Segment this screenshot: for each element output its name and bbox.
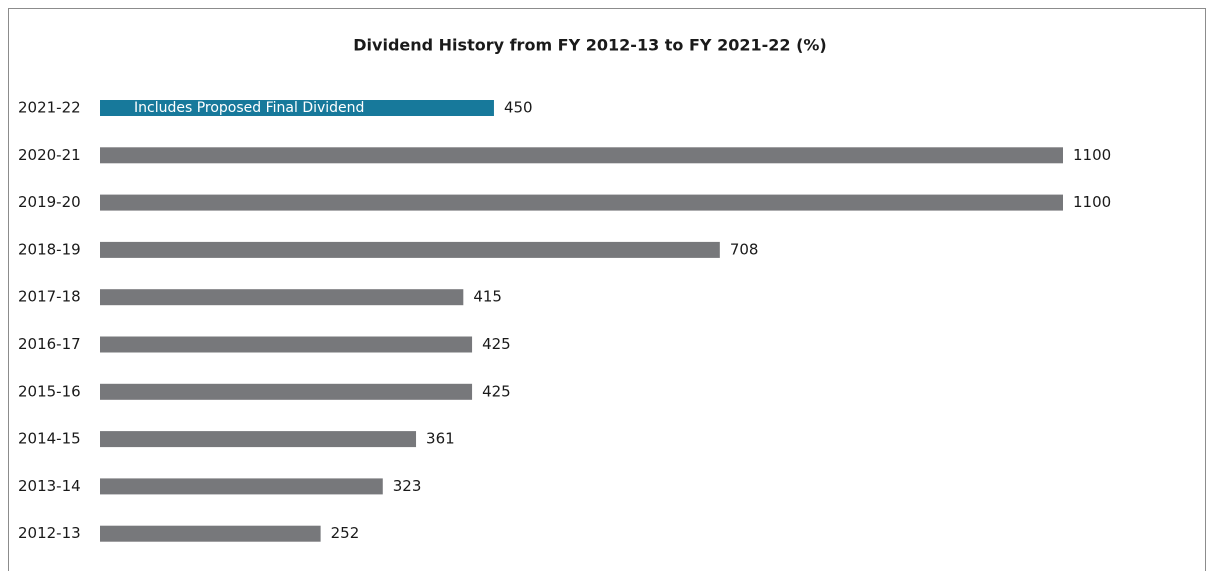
y-tick-label: 2015-16 — [18, 382, 81, 400]
data-label: 323 — [393, 477, 422, 495]
data-label: 1100 — [1073, 146, 1111, 164]
y-tick-label: 2018-19 — [18, 240, 81, 258]
bar — [100, 100, 494, 116]
data-label: 425 — [482, 335, 511, 353]
bar — [100, 241, 720, 258]
data-label: 450 — [504, 99, 533, 117]
y-tick-label: 2017-18 — [18, 288, 81, 306]
y-tick-label: 2016-17 — [18, 335, 81, 353]
bar — [100, 478, 383, 495]
data-label: 252 — [331, 524, 360, 542]
y-tick-label: 2021-22 — [18, 99, 81, 117]
data-label: 415 — [473, 288, 502, 306]
data-label: 425 — [482, 382, 511, 400]
bar — [100, 147, 1063, 164]
bar — [100, 194, 1063, 211]
data-label: 361 — [426, 430, 455, 448]
data-label: 1100 — [1073, 193, 1111, 211]
y-tick-label: 2019-20 — [18, 193, 81, 211]
bar — [100, 431, 417, 448]
annotation: Includes Proposed Final Dividend — [134, 100, 364, 116]
y-tick-label: 2013-14 — [18, 477, 81, 495]
bar — [100, 336, 473, 353]
bar — [100, 289, 464, 306]
bar — [100, 383, 473, 400]
y-tick-label: 2020-21 — [18, 146, 81, 164]
y-tick-label: 2012-13 — [18, 524, 81, 542]
y-tick-label: 2014-15 — [18, 430, 81, 448]
bar — [100, 525, 321, 542]
frame — [8, 8, 1206, 571]
data-label: 708 — [730, 240, 759, 258]
chart-title: Dividend History from FY 2012-13 to FY 2… — [353, 36, 826, 55]
